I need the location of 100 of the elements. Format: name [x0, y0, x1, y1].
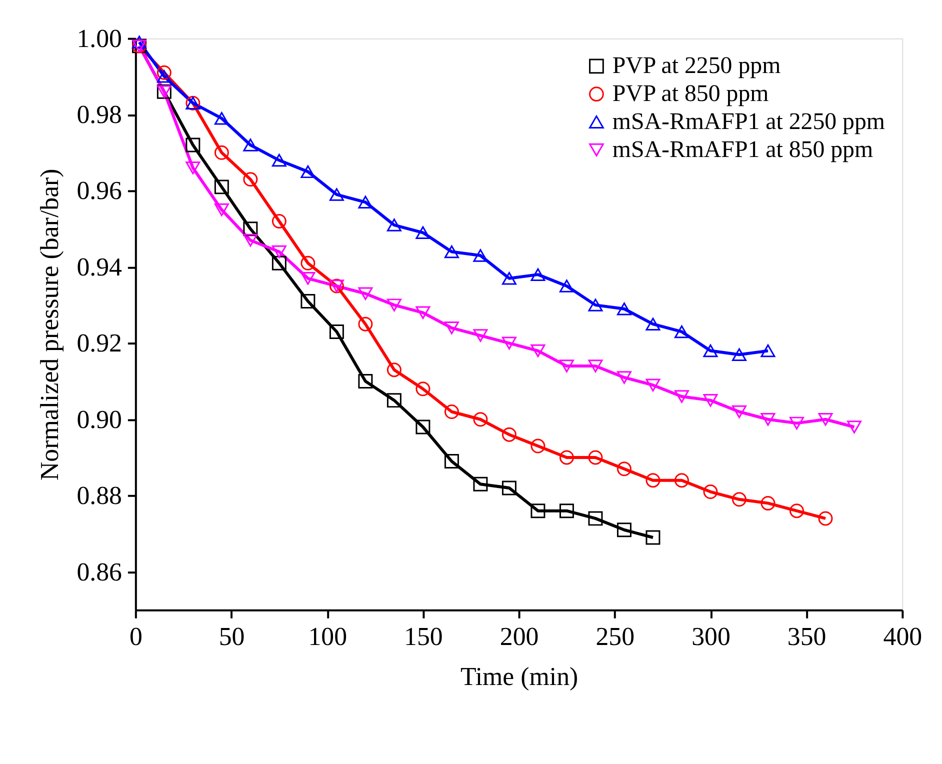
x-tick-label: 250 [596, 622, 635, 652]
legend-label: PVP at 2250 ppm [612, 53, 782, 80]
y-tick-label: 0.90 [76, 404, 122, 434]
point [416, 226, 430, 240]
point [703, 394, 718, 407]
point [272, 256, 286, 270]
x-tick-label: 0 [129, 622, 142, 652]
point [386, 362, 402, 378]
point [530, 438, 546, 454]
x-tick-label: 350 [787, 622, 826, 652]
point [272, 214, 286, 228]
point [732, 405, 746, 418]
x-tick-label: 300 [692, 622, 730, 652]
point [559, 504, 574, 518]
x-tick-label: 400 [883, 622, 922, 652]
y-tick-label: 0.86 [76, 557, 122, 586]
point [358, 287, 373, 300]
point [760, 496, 776, 510]
point [243, 234, 258, 247]
y-axis-title: Normalized pressure (bar/bar) [34, 168, 64, 481]
y-tick-label: 0.88 [76, 481, 122, 510]
point [416, 382, 430, 396]
point [386, 218, 402, 232]
point [559, 280, 574, 292]
x-tick-label: 150 [404, 622, 443, 652]
point [646, 530, 660, 545]
point [616, 302, 632, 316]
point [616, 371, 632, 384]
point [646, 473, 660, 488]
point [473, 249, 488, 262]
x-axis-title: Time (min) [460, 662, 578, 692]
point [243, 138, 258, 152]
point [243, 172, 258, 187]
y-tick-label: 0.94 [76, 252, 122, 282]
point [732, 348, 746, 361]
point [186, 138, 200, 152]
point [444, 322, 459, 334]
legend-label: mSA-RmAFP1 at 2250 ppm [612, 108, 886, 135]
point [674, 325, 689, 338]
point [530, 268, 546, 281]
point [502, 272, 516, 285]
point [502, 427, 516, 442]
point [386, 393, 402, 408]
point [132, 36, 146, 49]
point [559, 360, 574, 372]
point [214, 180, 229, 194]
point [674, 473, 689, 488]
point [588, 450, 603, 465]
point [559, 450, 574, 465]
point [214, 112, 229, 125]
point [530, 504, 546, 518]
point [444, 404, 459, 419]
legend-label: mSA-RmAFP1 at 850 ppm [612, 136, 874, 163]
point [674, 390, 689, 403]
point [616, 462, 632, 476]
point [186, 162, 200, 174]
point [760, 344, 776, 358]
point [703, 484, 718, 499]
point [329, 188, 344, 201]
y-tick-label: 0.98 [76, 100, 122, 129]
point [588, 298, 603, 312]
point [790, 504, 804, 518]
point [473, 412, 488, 427]
point [300, 165, 316, 178]
point [358, 316, 373, 332]
point [818, 511, 833, 526]
point [502, 480, 516, 496]
point [358, 196, 373, 209]
point [703, 344, 718, 358]
point [416, 420, 430, 434]
y-tick-label: 0.92 [76, 328, 122, 358]
point [243, 222, 258, 236]
point [818, 413, 833, 426]
point [732, 492, 746, 507]
point [444, 245, 459, 258]
x-tick-label: 200 [500, 622, 539, 652]
point [214, 145, 229, 160]
y-tick-label: 0.96 [76, 176, 122, 206]
point [156, 65, 172, 80]
point [214, 203, 229, 216]
point [502, 336, 516, 350]
point [416, 306, 430, 320]
point [646, 318, 660, 330]
point [473, 329, 488, 342]
point [588, 360, 603, 372]
point [329, 324, 344, 339]
point [616, 522, 632, 538]
point [790, 416, 804, 430]
point [300, 256, 316, 270]
point [847, 420, 862, 434]
point [300, 294, 316, 308]
x-tick-label: 100 [308, 622, 348, 652]
point [444, 454, 459, 469]
point [386, 298, 402, 312]
point [272, 245, 286, 258]
point [473, 476, 488, 492]
point [156, 70, 172, 83]
point [358, 374, 373, 389]
point [530, 344, 546, 358]
point [272, 154, 286, 167]
